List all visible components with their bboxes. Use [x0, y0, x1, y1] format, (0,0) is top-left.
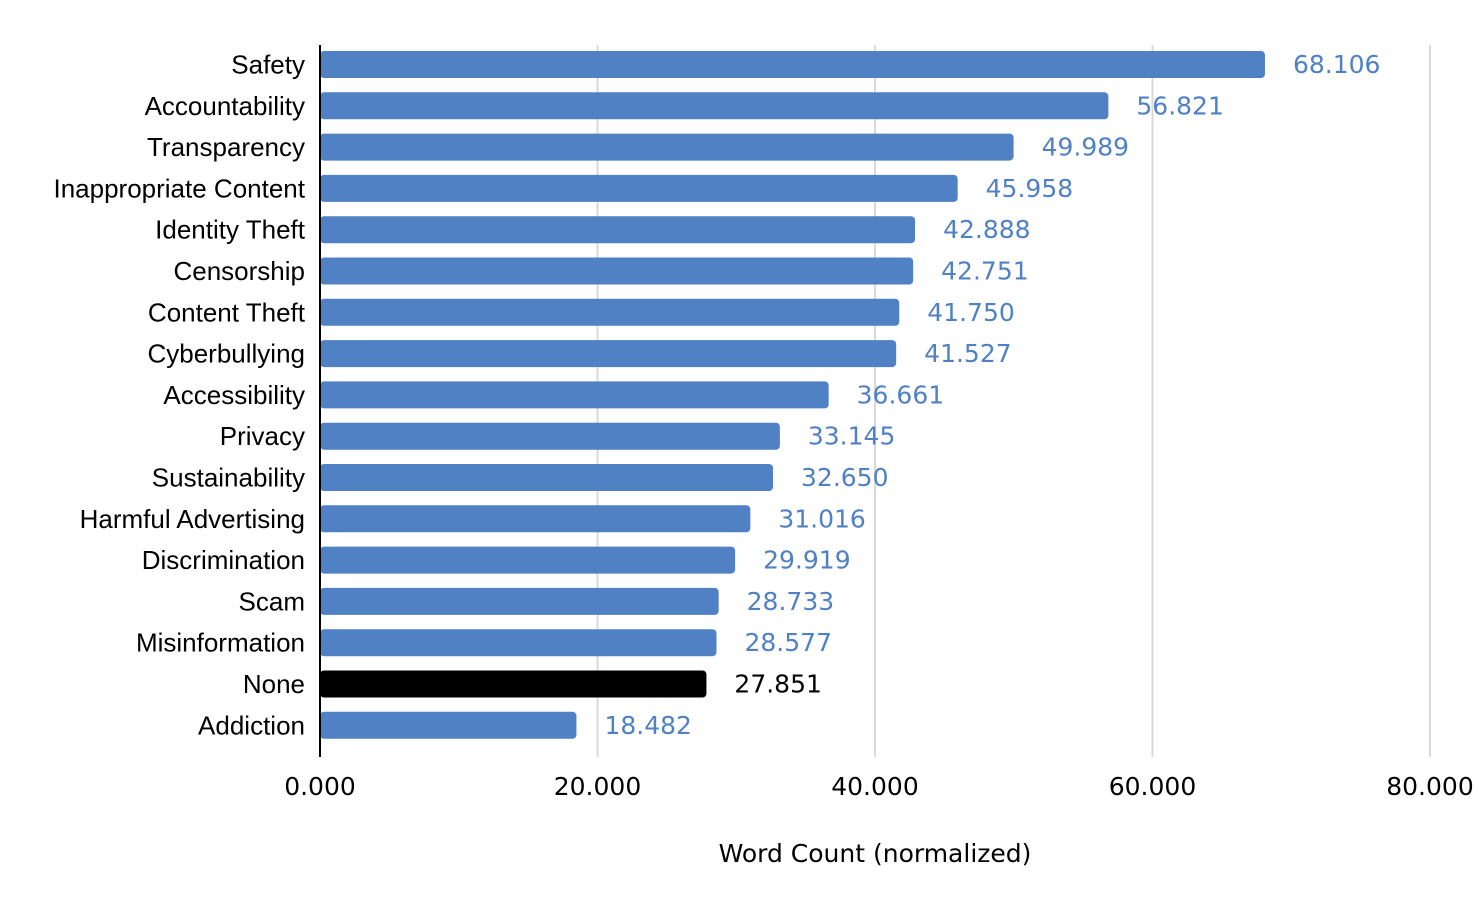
x-tick-label: 0.000 — [284, 772, 356, 801]
bar-accessibility — [320, 381, 829, 409]
value-label-none: 27.851 — [734, 670, 821, 699]
value-label-harmful-advertising: 31.016 — [778, 504, 865, 533]
bar-scam — [320, 587, 719, 615]
category-label-identity-theft: Identity Theft — [155, 215, 306, 245]
bar-safety — [320, 51, 1265, 78]
category-label-safety: Safety — [231, 50, 305, 80]
bar-inappropriate-content — [320, 174, 958, 202]
value-label-content-theft: 41.750 — [927, 298, 1014, 327]
value-label-cyberbullying: 41.527 — [924, 339, 1011, 368]
x-tick-label: 40.000 — [831, 772, 918, 801]
value-label-inappropriate-content: 45.958 — [986, 174, 1073, 203]
bar-identity-theft — [320, 216, 916, 244]
bar-sustainability — [320, 464, 774, 491]
category-label-inappropriate-content: Inappropriate Content — [53, 173, 305, 203]
labels: 0.000 20.000 40.000 60.000 80.000 Safety 68.10… — [53, 50, 1473, 802]
value-label-safety: 68.106 — [1293, 50, 1380, 79]
value-label-accessibility: 36.661 — [857, 380, 944, 409]
x-axis-title: Word Count (normalized) — [719, 839, 1032, 868]
bar-none — [320, 670, 707, 698]
x-tick-label: 60.000 — [1109, 772, 1196, 801]
category-label-harmful-advertising: Harmful Advertising — [80, 504, 305, 534]
category-label-content-theft: Content Theft — [148, 297, 306, 327]
value-label-discrimination: 29.919 — [763, 546, 850, 575]
value-label-misinformation: 28.577 — [745, 628, 832, 657]
category-label-none: None — [243, 669, 305, 699]
bar-censorship — [320, 257, 914, 285]
x-tick-label: 20.000 — [554, 772, 641, 801]
bar-discrimination — [320, 546, 736, 574]
category-label-cyberbullying: Cyberbullying — [147, 339, 305, 369]
bar-content-theft — [320, 298, 900, 326]
category-label-scam: Scam — [239, 586, 305, 616]
value-label-accountability: 56.821 — [1136, 91, 1223, 120]
bar-transparency — [320, 133, 1014, 161]
category-label-privacy: Privacy — [220, 421, 305, 451]
category-label-accountability: Accountability — [145, 91, 305, 121]
category-label-addiction: Addiction — [198, 710, 305, 740]
value-label-transparency: 49.989 — [1042, 133, 1129, 162]
value-label-sustainability: 32.650 — [801, 463, 888, 492]
bar-cyberbullying — [320, 340, 897, 368]
category-label-sustainability: Sustainability — [152, 463, 305, 493]
category-label-misinformation: Misinformation — [136, 628, 305, 658]
bar-addiction — [320, 711, 577, 739]
value-label-privacy: 33.145 — [808, 422, 895, 451]
value-label-censorship: 42.751 — [941, 257, 1028, 286]
category-label-transparency: Transparency — [147, 132, 305, 162]
x-tick-label: 80.000 — [1386, 772, 1473, 801]
bar-privacy — [320, 422, 780, 450]
value-label-addiction: 18.482 — [604, 711, 691, 740]
value-label-identity-theft: 42.888 — [943, 215, 1030, 244]
category-label-censorship: Censorship — [173, 256, 305, 286]
bars — [320, 51, 1265, 739]
category-label-discrimination: Discrimination — [142, 545, 305, 575]
bar-harmful-advertising — [320, 505, 751, 533]
value-label-scam: 28.733 — [747, 587, 834, 616]
bar-accountability — [320, 92, 1109, 120]
category-label-accessibility: Accessibility — [163, 380, 305, 410]
bar-misinformation — [320, 629, 717, 657]
